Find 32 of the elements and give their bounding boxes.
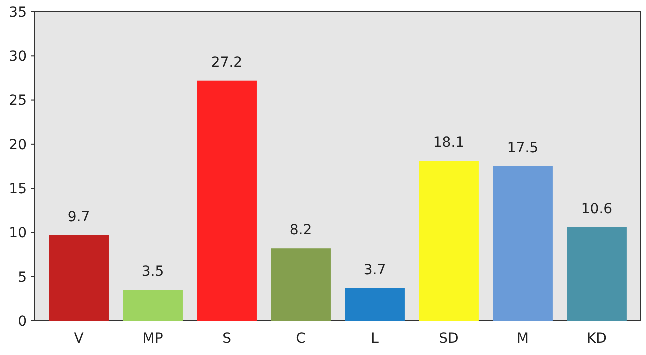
- x-tick-label: L: [371, 331, 380, 347]
- data-label: 17.5: [507, 140, 539, 156]
- data-label: 3.5: [142, 264, 164, 280]
- x-tick-label: MP: [142, 331, 164, 347]
- y-tick-label: 35: [9, 4, 27, 21]
- data-label: 27.2: [211, 54, 243, 71]
- bar: [123, 290, 183, 321]
- y-tick-label: 25: [9, 93, 27, 110]
- y-tick-label: 5: [18, 270, 27, 286]
- data-label: 9.7: [68, 209, 90, 226]
- x-tick-label: M: [516, 331, 530, 347]
- x-tick-label: C: [296, 331, 306, 347]
- data-label: 3.7: [364, 262, 386, 278]
- x-tick-label: S: [222, 331, 232, 347]
- y-tick-label: 20: [9, 137, 27, 154]
- bar: [419, 161, 479, 321]
- y-tick-label: 10: [9, 226, 27, 242]
- data-label: 18.1: [433, 135, 465, 152]
- bar: [49, 235, 109, 321]
- y-tick-label: 0: [18, 314, 27, 330]
- y-tick-label: 30: [9, 49, 27, 66]
- bar: [271, 248, 331, 321]
- data-label: 8.2: [290, 222, 312, 239]
- bar: [493, 166, 553, 321]
- bar: [197, 80, 257, 321]
- data-label: 10.6: [581, 201, 613, 218]
- x-tick-label: KD: [586, 331, 607, 347]
- bar: [345, 288, 405, 321]
- x-tick-label: V: [74, 331, 84, 347]
- x-tick-label: SD: [439, 331, 459, 347]
- bar: [567, 227, 627, 321]
- y-tick-label: 15: [9, 181, 27, 198]
